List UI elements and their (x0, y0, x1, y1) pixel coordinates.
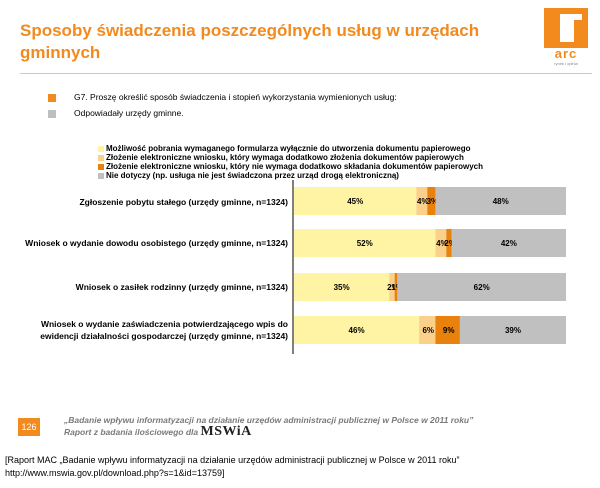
bar-value-label: 1% (391, 283, 403, 292)
mswia-logo: MSWiA (200, 424, 252, 439)
bar-segment (294, 187, 417, 215)
bar-value-label: 42% (501, 239, 517, 248)
category-label-wrap: Wniosek o wydanie zaświadczenia potwierd… (20, 316, 288, 344)
caption-line2: http://www.mswia.gov.pl/download.php?s=1… (5, 468, 225, 478)
category-label: Wniosek o wydanie dowodu osobistego (urz… (25, 238, 288, 248)
report-title: „Badanie wpływu informatyzacji na działa… (64, 414, 474, 439)
category-label-wrap: Zgłoszenie pobytu stałego (urzędy gminne… (20, 188, 288, 216)
arc-logo-text: arc (554, 46, 578, 61)
bar-segment (294, 229, 436, 257)
bar-segment (435, 316, 460, 344)
bar-value-label: 6% (422, 326, 434, 335)
bar-value-label: 2% (387, 283, 399, 292)
bar-value-label: 48% (493, 197, 509, 206)
bar-segment (427, 187, 436, 215)
bar-value-label: 4% (436, 239, 448, 248)
header-divider (20, 73, 592, 74)
category-label: Zgłoszenie pobytu stałego (urzędy gminne… (79, 197, 288, 207)
bar-segment (294, 316, 420, 344)
report-title-line1: „Badanie wpływu informatyzacji na działa… (64, 415, 474, 425)
category-label: Wniosek o wydanie zaświadczenia potwierd… (40, 319, 288, 341)
category-label: Wniosek o zasiłek rodzinny (urzędy gminn… (75, 282, 288, 292)
legend-label: Złożenie elektroniczne wniosku, który ni… (106, 162, 483, 171)
bar-value-label: 39% (505, 326, 521, 335)
bar-value-label: 52% (357, 239, 373, 248)
bar-segment (435, 229, 447, 257)
legend-label: Możliwość pobrania wymaganego formularza… (106, 144, 471, 153)
page-title: Sposoby świadczenia poszczególnych usług… (20, 21, 480, 62)
legend-swatch (98, 155, 104, 161)
category-label-wrap: Wniosek o zasiłek rodzinny (urzędy gminn… (20, 273, 288, 301)
arc-logo-icon (544, 8, 588, 48)
bar-segment (419, 316, 436, 344)
bar-value-label: 35% (334, 283, 350, 292)
report-subtitle: Raport z badania ilościowego dla (64, 427, 199, 437)
source-caption: [Raport MAC „Badanie wpływu informatyzac… (5, 454, 460, 480)
question-text: G7. Proszę określić sposób świadczenia i… (74, 92, 397, 102)
caption-line1: [Raport MAC „Badanie wpływu informatyzac… (5, 455, 460, 465)
question-marker (48, 94, 56, 102)
legend-label: Nie dotyczy (np. usługa nie jest świadcz… (106, 171, 399, 180)
legend-label: Złożenie elektroniczne wniosku, który wy… (106, 153, 464, 162)
bar-value-label: 2% (444, 239, 456, 248)
base-text: Odpowiadały urzędy gminne. (74, 108, 184, 118)
bar-value-label: 3% (427, 197, 439, 206)
legend-swatch (98, 173, 104, 179)
arc-logo: arc rynek i opinia (540, 8, 592, 68)
bar-segment (397, 273, 566, 301)
bar-segment (435, 187, 566, 215)
bar-value-label: 45% (347, 197, 363, 206)
category-label-wrap: Wniosek o wydanie dowodu osobistego (urz… (20, 229, 288, 257)
report-title-line2: Raport z badania ilościowego dla MSWiA (64, 424, 473, 439)
bar-value-label: 62% (474, 283, 490, 292)
bar-segment (459, 316, 566, 344)
bar-value-label: 46% (349, 326, 365, 335)
bar-value-label: 4% (417, 197, 429, 206)
bar-group: 45% 4%3% 48%52% 4%2% 42%35% 2%1% 62%46% 6% 9% 39% (294, 187, 566, 344)
base-marker (48, 110, 56, 118)
page-number: 126 (18, 418, 40, 436)
bar-segment (451, 229, 566, 257)
legend-swatch (98, 146, 104, 152)
bar-value-label: 9% (443, 326, 455, 335)
legend-swatch (98, 164, 104, 170)
bar-segment (394, 273, 398, 301)
arc-logo-tagline: rynek i opinia (554, 61, 578, 66)
bar-segment (389, 273, 395, 301)
bar-segment (416, 187, 428, 215)
bar-segment (294, 273, 390, 301)
bar-segment (446, 229, 452, 257)
